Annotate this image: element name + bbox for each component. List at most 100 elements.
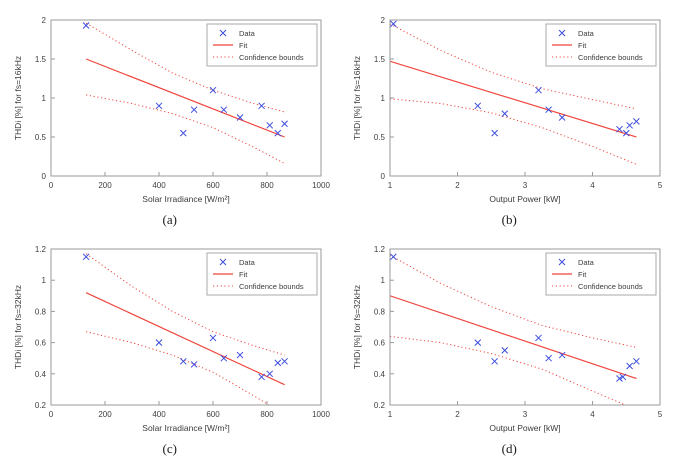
chart-a: 0 200 400 600 800 1000 0 0.5 1 1.5 2 Solar Irradian… xyxy=(9,12,331,212)
x-axis: 0 200 400 600 800 1000 xyxy=(49,401,330,419)
x-axis: 0 200 400 600 800 1000 xyxy=(49,172,330,190)
y-tick-label: 0.4 xyxy=(374,370,386,379)
y-tick-label: 1 xyxy=(41,276,46,285)
x-tick-label: 4 xyxy=(591,181,596,190)
chart-a-svg: 0 200 400 600 800 1000 0 0.5 1 1.5 2 Solar Irradian… xyxy=(13,16,330,204)
y-axis-label: THDi [%] for fs=16kHz xyxy=(352,56,362,140)
x-tick-label: 200 xyxy=(98,181,112,190)
x-tick-label: 800 xyxy=(260,181,274,190)
x-tick-label: 0 xyxy=(49,181,54,190)
fit-line xyxy=(85,58,285,138)
chart-d-caption: (d) xyxy=(501,441,517,456)
x-axis: 1 2 3 4 5 xyxy=(388,401,663,419)
y-tick-label: 2 xyxy=(41,16,46,25)
y-tick-label: 0.6 xyxy=(374,339,386,348)
chart-b-svg: 1 2 3 4 5 0 0.5 1 1.5 2 Output Power [kW] THDi [%] … xyxy=(352,16,663,204)
y-tick-label: 0.8 xyxy=(374,307,386,316)
x-axis: 1 2 3 4 5 xyxy=(388,172,663,190)
chart-d-svg: 1 2 3 4 5 0.2 0.4 0.6 0.8 1 1.2 Output Power [kW] TH… xyxy=(352,245,663,433)
y-tick-label: 0.6 xyxy=(35,339,47,348)
y-tick-label: 1 xyxy=(381,276,386,285)
x-tick-label: 800 xyxy=(260,410,274,419)
y-tick-label: 0.4 xyxy=(35,370,47,379)
x-axis-label: Solar Irradiance [W/m²] xyxy=(142,194,229,204)
x-axis-label: Solar Irradiance [W/m²] xyxy=(142,423,229,433)
confidence-lower-line xyxy=(390,98,637,165)
legend-data-marker-icon xyxy=(558,29,566,37)
y-axis: 0 0.5 1 1.5 2 xyxy=(374,16,395,181)
chart-panel-a: 0 200 400 600 800 1000 0 0.5 1 1.5 2 Solar Irradian… xyxy=(9,12,331,228)
x-axis-label: Output Power [kW] xyxy=(490,194,561,204)
plot-series xyxy=(390,253,640,405)
legend-label-bounds: Confidence bounds xyxy=(239,282,304,291)
confidence-lower-line xyxy=(85,94,285,164)
chart-d: 1 2 3 4 5 0.2 0.4 0.6 0.8 1 1.2 Output Power [kW] TH… xyxy=(348,241,670,441)
y-tick-label: 1 xyxy=(41,94,46,103)
y-tick-label: 0 xyxy=(41,172,46,181)
chart-a-caption: (a) xyxy=(162,212,177,227)
x-tick-label: 1000 xyxy=(312,181,330,190)
confidence-lower-line xyxy=(390,335,627,405)
confidence-upper-line xyxy=(390,23,637,110)
data-markers xyxy=(390,253,640,382)
legend-label-bounds: Confidence bounds xyxy=(578,53,643,62)
y-axis-label: THDi [%] for fs=16kHz xyxy=(13,56,23,140)
confidence-upper-line xyxy=(390,254,637,348)
x-tick-label: 400 xyxy=(152,181,166,190)
y-tick-label: 2 xyxy=(381,16,386,25)
fit-line xyxy=(390,60,637,138)
legend-label-fit: Fit xyxy=(239,41,248,50)
chart-b: 1 2 3 4 5 0 0.5 1 1.5 2 Output Power [kW] THDi [%] … xyxy=(348,12,670,212)
y-tick-label: 0.5 xyxy=(374,133,386,142)
legend-label-data: Data xyxy=(239,29,256,38)
x-tick-label: 0 xyxy=(49,410,54,419)
x-tick-label: 1000 xyxy=(312,410,330,419)
y-axis: 0.2 0.4 0.6 0.8 1 1.2 xyxy=(374,245,395,410)
y-tick-label: 0.5 xyxy=(35,133,47,142)
legend-data-marker-icon xyxy=(219,258,227,266)
legend-label-data: Data xyxy=(578,29,595,38)
x-tick-label: 2 xyxy=(456,410,461,419)
chart-panel-d: 1 2 3 4 5 0.2 0.4 0.6 0.8 1 1.2 Output Power [kW] TH… xyxy=(348,241,670,457)
x-tick-label: 1 xyxy=(388,181,393,190)
data-markers xyxy=(82,253,288,381)
x-tick-label: 5 xyxy=(658,181,663,190)
confidence-upper-line xyxy=(85,22,285,113)
x-tick-label: 200 xyxy=(98,410,112,419)
legend-data-marker-icon xyxy=(219,29,227,37)
y-tick-label: 1.2 xyxy=(35,245,47,254)
confidence-lower-line xyxy=(85,331,270,405)
x-tick-label: 2 xyxy=(456,181,461,190)
fit-line xyxy=(85,292,285,386)
x-tick-label: 400 xyxy=(152,410,166,419)
legend-label-fit: Fit xyxy=(239,270,248,279)
chart-b-caption: (b) xyxy=(501,212,517,227)
legend: Data Fit Confidence bounds xyxy=(206,252,318,296)
y-axis-label: THDi [%] for fs=32kHz xyxy=(13,285,23,369)
y-tick-label: 0.2 xyxy=(374,401,386,410)
y-tick-label: 1 xyxy=(381,94,386,103)
y-tick-label: 0.2 xyxy=(35,401,47,410)
x-tick-label: 1 xyxy=(388,410,393,419)
chart-c-svg: 0 200 400 600 800 1000 0.2 0.4 0.6 0.8 1 1.2 Solar I… xyxy=(13,245,330,433)
y-tick-label: 0.8 xyxy=(35,307,47,316)
x-tick-label: 4 xyxy=(591,410,596,419)
chart-panel-c: 0 200 400 600 800 1000 0.2 0.4 0.6 0.8 1 1.2 Solar I… xyxy=(9,241,331,457)
y-tick-label: 1.5 xyxy=(35,55,47,64)
y-axis: 0 0.5 1 1.5 2 xyxy=(35,16,55,181)
y-axis-label: THDi [%] for fs=32kHz xyxy=(352,285,362,369)
legend-label-data: Data xyxy=(239,258,256,267)
x-tick-label: 5 xyxy=(658,410,663,419)
plot-series xyxy=(390,20,640,165)
plot-series xyxy=(82,253,288,405)
legend: Data Fit Confidence bounds xyxy=(545,252,657,296)
x-tick-label: 600 xyxy=(206,410,220,419)
legend: Data Fit Confidence bounds xyxy=(206,23,318,67)
legend-data-marker-icon xyxy=(558,258,566,266)
x-tick-label: 600 xyxy=(206,181,220,190)
legend-label-bounds: Confidence bounds xyxy=(578,282,643,291)
legend-label-fit: Fit xyxy=(578,270,587,279)
legend-label-fit: Fit xyxy=(578,41,587,50)
legend-label-bounds: Confidence bounds xyxy=(239,53,304,62)
